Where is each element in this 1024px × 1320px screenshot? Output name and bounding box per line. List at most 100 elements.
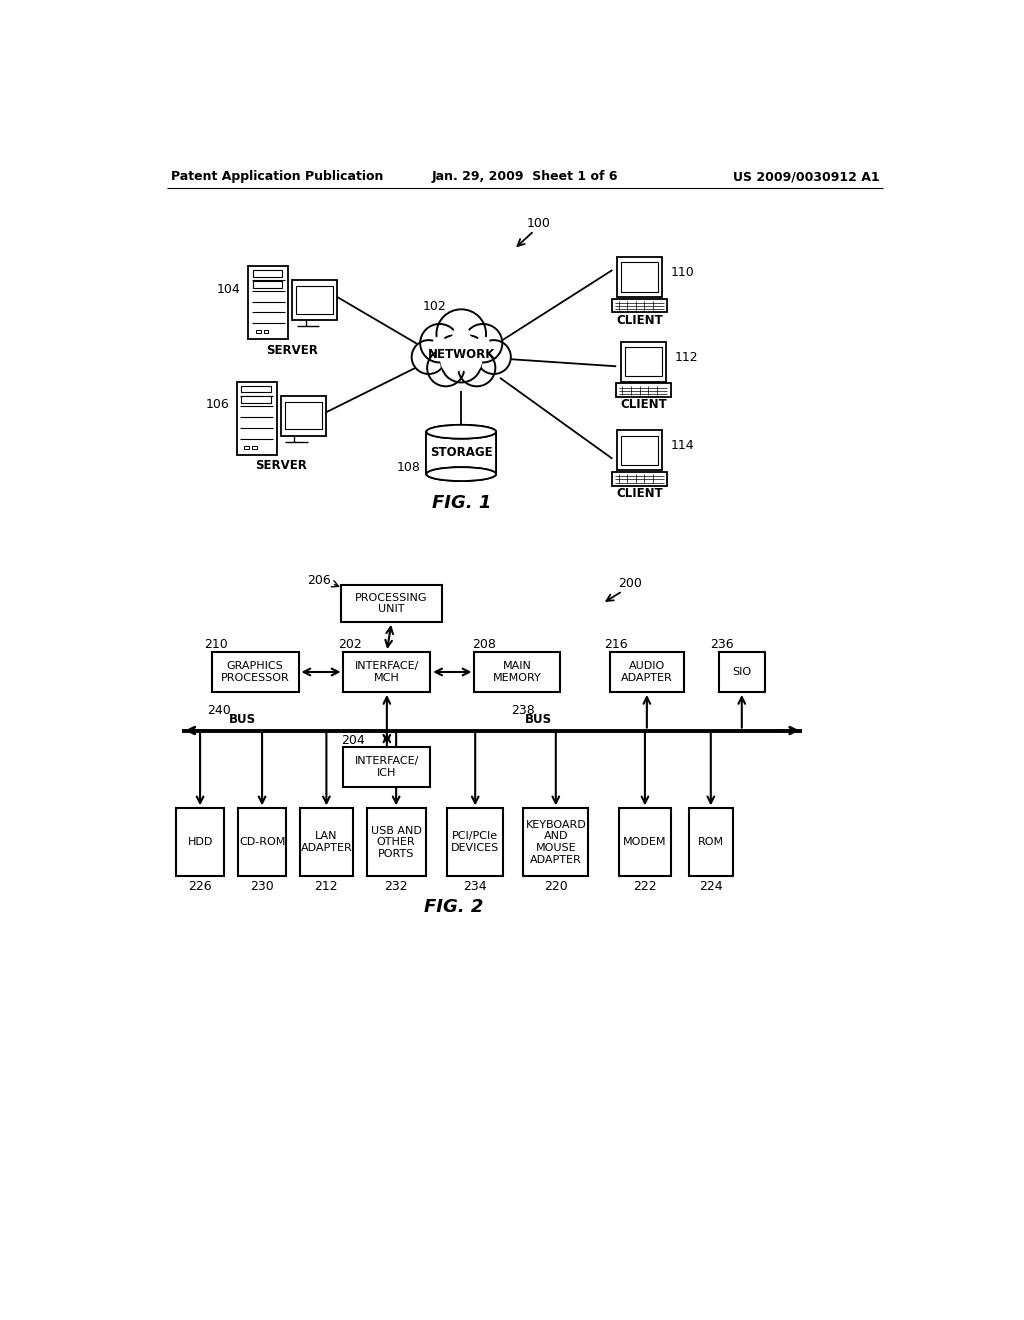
Bar: [343, 747, 430, 787]
Text: CLIENT: CLIENT: [616, 314, 663, 326]
Text: 114: 114: [671, 440, 694, 453]
Bar: [616, 383, 671, 397]
Bar: [617, 257, 662, 297]
Bar: [621, 342, 666, 381]
Text: 210: 210: [204, 638, 227, 651]
Bar: [689, 808, 732, 876]
Text: PROCESSING
UNIT: PROCESSING UNIT: [355, 593, 428, 614]
Text: MAIN
MEMORY: MAIN MEMORY: [493, 661, 542, 682]
Text: LAN
ADAPTER: LAN ADAPTER: [300, 832, 352, 853]
Text: US 2009/0030912 A1: US 2009/0030912 A1: [733, 170, 880, 183]
Bar: [341, 585, 442, 622]
Text: 202: 202: [338, 638, 361, 651]
Circle shape: [454, 326, 469, 342]
Text: SERVER: SERVER: [255, 459, 306, 473]
Bar: [292, 280, 337, 321]
Bar: [621, 436, 658, 465]
Bar: [426, 432, 496, 474]
Text: BUS: BUS: [229, 713, 256, 726]
Text: 212: 212: [314, 880, 338, 894]
Circle shape: [477, 341, 511, 374]
Text: HDD: HDD: [187, 837, 213, 847]
Text: 108: 108: [396, 462, 421, 474]
Text: 204: 204: [341, 734, 365, 747]
Circle shape: [441, 342, 481, 383]
Text: 236: 236: [711, 638, 734, 651]
Text: FIG. 2: FIG. 2: [424, 898, 483, 916]
Text: PCI/PCIe
DEVICES: PCI/PCIe DEVICES: [452, 832, 500, 853]
Ellipse shape: [426, 425, 496, 438]
Circle shape: [436, 342, 458, 363]
Text: AUDIO
ADAPTER: AUDIO ADAPTER: [621, 661, 673, 682]
Text: 224: 224: [699, 880, 723, 894]
Text: USB AND
OTHER
PORTS: USB AND OTHER PORTS: [371, 825, 422, 859]
Text: STORAGE: STORAGE: [430, 446, 493, 459]
Bar: [176, 808, 224, 876]
Bar: [281, 396, 326, 436]
Text: 232: 232: [384, 880, 408, 894]
Bar: [620, 808, 671, 876]
Text: NETWORK: NETWORK: [428, 348, 495, 362]
Bar: [426, 432, 496, 474]
Bar: [367, 808, 426, 876]
Bar: [447, 808, 503, 876]
Text: 206: 206: [307, 574, 332, 587]
Text: KEYBOARD
AND
MOUSE
ADAPTER: KEYBOARD AND MOUSE ADAPTER: [525, 820, 586, 865]
Bar: [253, 281, 283, 288]
Text: 112: 112: [674, 351, 697, 363]
Bar: [343, 652, 430, 692]
Circle shape: [420, 323, 459, 363]
Bar: [523, 808, 589, 876]
Bar: [241, 396, 270, 404]
Circle shape: [464, 342, 486, 363]
Bar: [238, 808, 286, 876]
Text: 234: 234: [464, 880, 487, 894]
Circle shape: [464, 323, 503, 363]
Text: MODEM: MODEM: [624, 837, 667, 847]
Text: Patent Application Publication: Patent Application Publication: [171, 170, 383, 183]
Bar: [610, 652, 684, 692]
Text: INTERFACE/
MCH: INTERFACE/ MCH: [354, 661, 419, 682]
Text: SERVER: SERVER: [266, 343, 318, 356]
Bar: [248, 267, 289, 339]
Bar: [253, 271, 283, 277]
Circle shape: [427, 350, 464, 387]
Circle shape: [458, 350, 496, 387]
Text: 100: 100: [526, 218, 551, 231]
Bar: [212, 652, 299, 692]
Bar: [719, 652, 765, 692]
Bar: [612, 471, 667, 486]
Bar: [245, 446, 249, 449]
Text: 220: 220: [544, 880, 567, 894]
Text: INTERFACE/
ICH: INTERFACE/ ICH: [354, 756, 419, 777]
Circle shape: [447, 333, 475, 360]
Bar: [625, 347, 662, 376]
Bar: [252, 446, 257, 449]
Ellipse shape: [426, 467, 496, 480]
Bar: [621, 263, 658, 292]
Text: SIO: SIO: [732, 667, 752, 677]
Text: 110: 110: [671, 265, 694, 279]
Text: Jan. 29, 2009  Sheet 1 of 6: Jan. 29, 2009 Sheet 1 of 6: [431, 170, 618, 183]
Circle shape: [477, 337, 489, 350]
Text: CLIENT: CLIENT: [616, 487, 663, 500]
Bar: [296, 286, 334, 314]
Text: 230: 230: [250, 880, 274, 894]
Bar: [300, 808, 352, 876]
Bar: [617, 430, 662, 470]
Text: 240: 240: [208, 704, 231, 717]
Text: 208: 208: [472, 638, 496, 651]
Circle shape: [441, 351, 463, 372]
Text: BUS: BUS: [525, 713, 552, 726]
Text: CLIENT: CLIENT: [620, 399, 667, 412]
Text: ROM: ROM: [697, 837, 724, 847]
Text: GRAPHICS
PROCESSOR: GRAPHICS PROCESSOR: [221, 661, 290, 682]
Text: 226: 226: [188, 880, 212, 894]
Circle shape: [454, 335, 484, 367]
Bar: [237, 381, 276, 455]
Text: 216: 216: [604, 638, 628, 651]
Ellipse shape: [426, 467, 496, 480]
Text: 104: 104: [217, 282, 241, 296]
Text: 238: 238: [511, 704, 536, 717]
Circle shape: [436, 309, 486, 359]
